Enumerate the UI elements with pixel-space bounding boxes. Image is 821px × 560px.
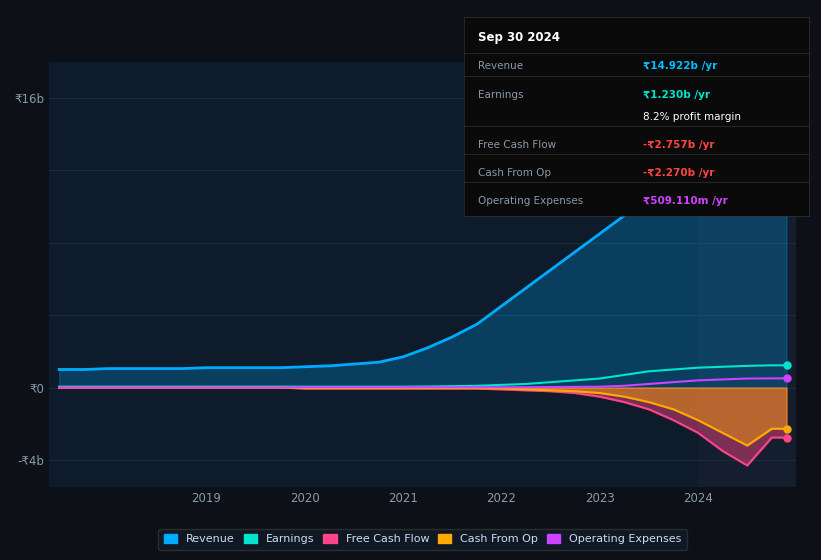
Text: Operating Expenses: Operating Expenses (478, 196, 583, 206)
Text: ₹1.230b /yr: ₹1.230b /yr (643, 90, 710, 100)
Text: Earnings: Earnings (478, 90, 523, 100)
Text: Cash From Op: Cash From Op (478, 168, 551, 178)
Text: 8.2% profit margin: 8.2% profit margin (643, 112, 741, 122)
Text: -₹2.757b /yr: -₹2.757b /yr (643, 140, 714, 150)
Text: -₹2.270b /yr: -₹2.270b /yr (643, 168, 714, 178)
Text: ₹509.110m /yr: ₹509.110m /yr (643, 196, 728, 206)
Legend: Revenue, Earnings, Free Cash Flow, Cash From Op, Operating Expenses: Revenue, Earnings, Free Cash Flow, Cash … (158, 529, 687, 550)
Text: ₹14.922b /yr: ₹14.922b /yr (643, 60, 718, 71)
Text: Free Cash Flow: Free Cash Flow (478, 140, 556, 150)
Text: Revenue: Revenue (478, 60, 523, 71)
Text: Sep 30 2024: Sep 30 2024 (478, 31, 560, 44)
Bar (698, 62, 816, 487)
